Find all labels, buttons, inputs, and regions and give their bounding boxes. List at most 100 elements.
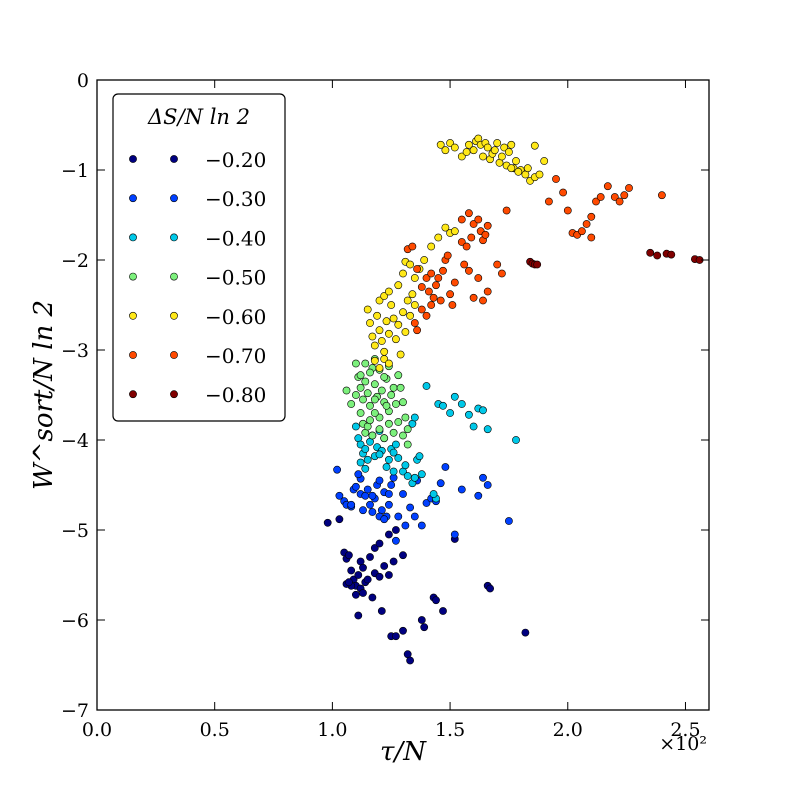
- data-point: [384, 329, 393, 338]
- data-point: [486, 584, 494, 593]
- data-point: [457, 238, 466, 246]
- series-0: [323, 515, 530, 665]
- data-point: [361, 359, 370, 368]
- data-point: [366, 368, 374, 377]
- legend-title: ΔS/N ln 2: [147, 105, 250, 129]
- legend-marker: [129, 233, 137, 242]
- data-point: [359, 589, 367, 597]
- data-point: [417, 521, 426, 530]
- legend-entry: −0.50: [129, 266, 266, 290]
- data-point: [417, 305, 426, 314]
- data-point: [344, 551, 353, 560]
- data-point: [368, 332, 377, 341]
- legend-label: −0.60: [205, 305, 266, 329]
- data-point: [366, 416, 374, 425]
- data-point: [389, 428, 398, 437]
- data-point: [370, 544, 379, 552]
- data-point: [344, 578, 353, 587]
- data-point: [429, 293, 438, 302]
- y-tick-label: −4: [61, 430, 89, 452]
- y-tick-label: −1: [61, 160, 89, 182]
- data-point: [384, 419, 393, 428]
- data-point: [389, 383, 398, 392]
- data-point: [377, 607, 386, 615]
- data-point: [610, 193, 619, 201]
- data-point: [620, 191, 629, 200]
- data-point: [436, 296, 445, 305]
- data-point: [394, 512, 403, 521]
- data-point: [380, 347, 389, 356]
- data-point: [335, 491, 344, 500]
- data-point: [380, 292, 389, 300]
- legend-marker: [129, 272, 137, 281]
- data-point: [464, 410, 473, 419]
- data-point: [450, 143, 459, 152]
- legend-marker: [170, 233, 178, 242]
- data-point: [479, 296, 487, 305]
- legend-label: −0.20: [205, 148, 266, 172]
- data-point: [375, 364, 384, 372]
- data-point: [483, 221, 492, 230]
- data-point: [368, 491, 377, 500]
- legend-entry: −0.70: [129, 344, 266, 368]
- data-point: [481, 230, 490, 239]
- data-point: [504, 148, 513, 156]
- data-point: [366, 319, 374, 327]
- data-point: [366, 553, 374, 561]
- data-point: [441, 463, 450, 471]
- data-point: [347, 500, 356, 509]
- data-point: [363, 305, 372, 314]
- data-point: [363, 485, 372, 494]
- data-point: [370, 395, 379, 404]
- y-tick-label: 0: [77, 70, 89, 92]
- data-point: [375, 539, 384, 548]
- data-point: [401, 328, 410, 336]
- data-point: [399, 490, 407, 498]
- data-point: [408, 242, 417, 251]
- data-point: [363, 389, 372, 398]
- data-point: [422, 382, 431, 390]
- series-5: [403, 175, 666, 335]
- data-point: [391, 526, 400, 534]
- data-point: [434, 233, 443, 242]
- data-point: [625, 184, 633, 192]
- legend-marker: [170, 272, 178, 281]
- data-point: [530, 141, 539, 150]
- data-point: [552, 175, 560, 183]
- data-point: [512, 157, 520, 165]
- data-point: [356, 409, 365, 417]
- data-point: [356, 383, 365, 392]
- data-point: [410, 274, 419, 282]
- data-point: [483, 287, 492, 296]
- data-point: [368, 508, 377, 516]
- data-point: [507, 164, 516, 173]
- data-point: [380, 373, 389, 381]
- data-point: [382, 401, 391, 410]
- data-point: [460, 260, 469, 269]
- data-point: [373, 311, 381, 320]
- data-point: [380, 434, 389, 443]
- data-point: [399, 269, 407, 278]
- data-point: [483, 425, 492, 434]
- data-point: [427, 301, 436, 309]
- legend-label: −0.50: [205, 266, 266, 290]
- legend-entry: −0.60: [129, 305, 266, 329]
- data-point: [446, 139, 454, 147]
- x-multiplier-label: ×10²: [659, 733, 707, 755]
- data-point: [450, 227, 459, 236]
- data-point: [375, 572, 384, 581]
- data-point: [323, 518, 332, 527]
- data-point: [384, 287, 393, 296]
- data-point: [462, 148, 471, 156]
- data-point: [493, 260, 502, 269]
- data-point: [391, 440, 400, 449]
- data-point: [592, 197, 600, 206]
- data-point: [450, 392, 459, 401]
- legend-marker: [170, 311, 178, 320]
- data-point: [351, 422, 360, 431]
- y-tick-label: −6: [61, 610, 89, 632]
- data-point: [347, 400, 356, 408]
- data-point: [382, 463, 391, 471]
- data-point: [382, 317, 391, 326]
- data-point: [377, 386, 386, 395]
